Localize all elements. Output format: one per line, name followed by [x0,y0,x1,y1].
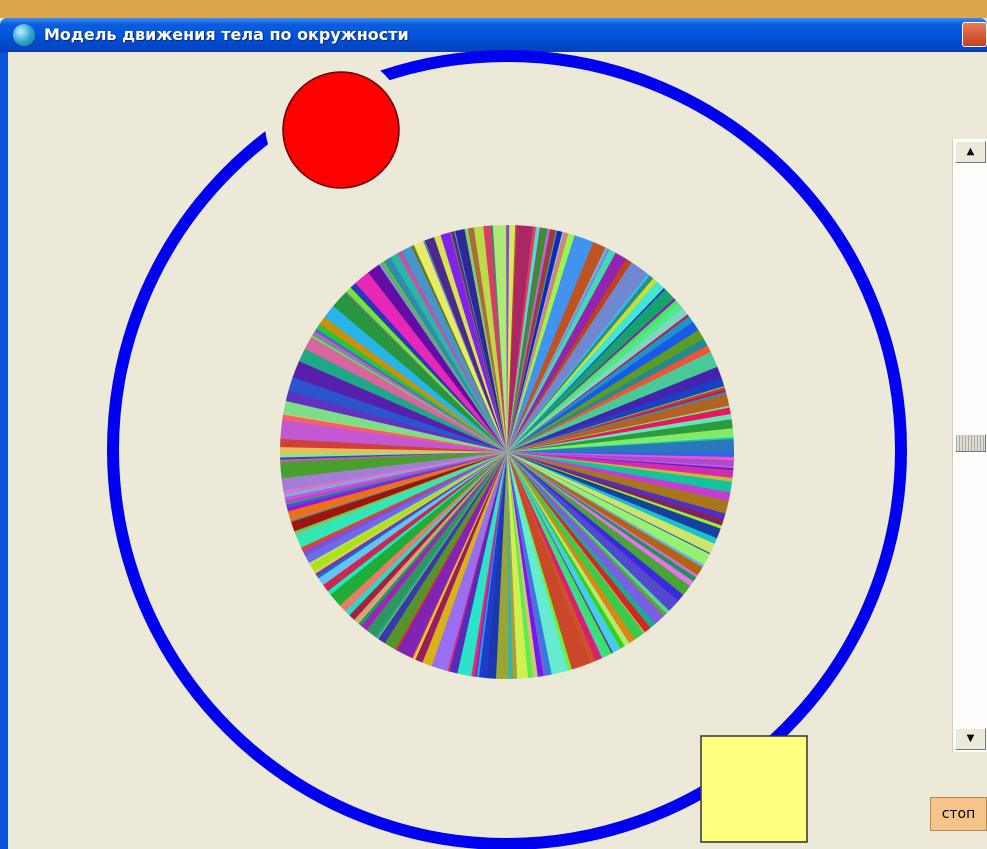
scrollbar[interactable]: ▲ ▼ [952,139,987,752]
scroll-up[interactable]: ▲ [955,141,986,163]
moving-ball [283,72,399,188]
yellow-square [701,736,807,842]
stop-button[interactable]: стоп [930,797,987,831]
scroll-down[interactable]: ▼ [955,728,986,750]
screen: {"window": {"title": "Модель движения те… [0,0,987,849]
scroll-thumb[interactable] [955,434,986,452]
scene [0,0,987,849]
spinning-disc [280,225,734,679]
